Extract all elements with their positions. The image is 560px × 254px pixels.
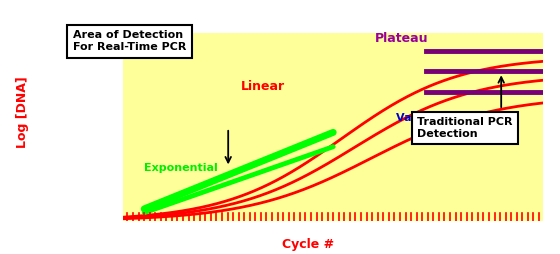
Text: Exponential: Exponential <box>144 163 218 173</box>
Text: Area of Detection
For Real-Time PCR: Area of Detection For Real-Time PCR <box>73 30 186 52</box>
Text: Cycle #: Cycle # <box>282 239 334 251</box>
Text: Linear: Linear <box>241 80 285 93</box>
Text: Plateau: Plateau <box>375 32 429 45</box>
Text: Variable yield: Variable yield <box>396 113 482 123</box>
Text: Traditional PCR
Detection: Traditional PCR Detection <box>417 117 513 139</box>
Text: Log [DNA]: Log [DNA] <box>16 76 29 148</box>
